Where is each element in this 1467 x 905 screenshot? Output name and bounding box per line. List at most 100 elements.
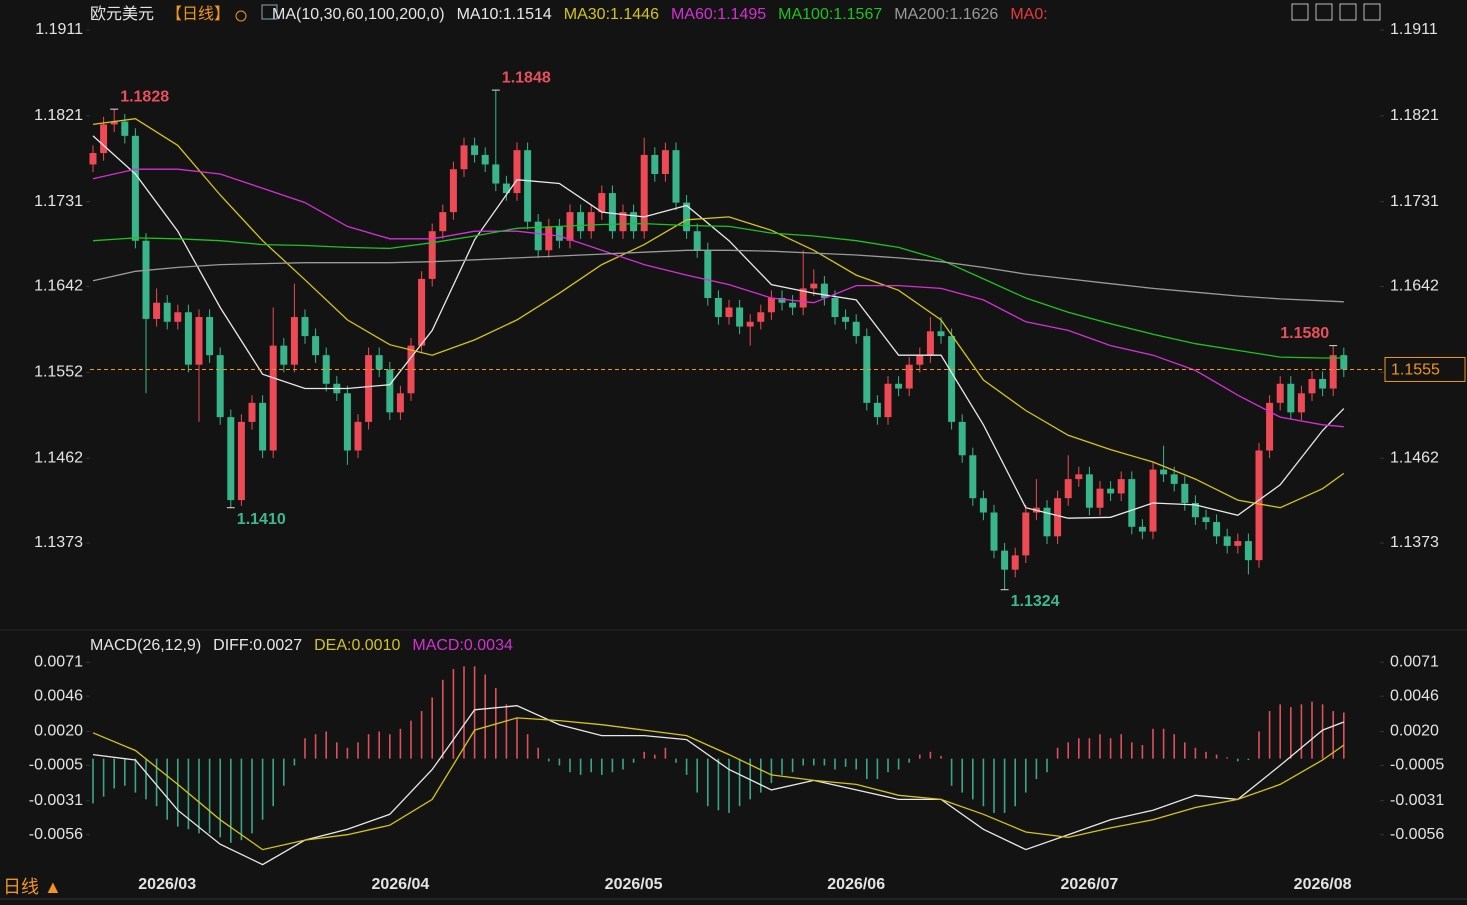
icon[interactable] [1291, 3, 1309, 21]
candle-body [820, 283, 828, 298]
indicator-line [92, 249, 1344, 303]
candle-body [237, 421, 245, 501]
candle-body [121, 121, 129, 136]
candle-body [1043, 507, 1051, 537]
candle-body [354, 421, 362, 451]
y-tick-label-right: 1.1911 [1390, 21, 1438, 38]
candle-body [969, 455, 977, 499]
candle-body [1340, 355, 1348, 370]
candle-body [375, 355, 383, 370]
candle-body [195, 317, 203, 365]
y-tick-label-right: 0.0020 [1390, 723, 1439, 740]
candle-body [290, 317, 298, 365]
candle-body [704, 250, 712, 298]
candle-body [1117, 479, 1125, 494]
candle-body [1149, 469, 1157, 532]
icon[interactable] [1363, 3, 1381, 21]
candle-body [640, 154, 648, 232]
candle-body [386, 369, 394, 413]
candle-body [492, 164, 500, 184]
extreme-label: 1.1410 [237, 511, 286, 528]
y-tick-label: -0.0056 [29, 826, 83, 843]
candle-body [577, 212, 585, 232]
extreme-label: 1.1848 [502, 69, 551, 86]
candle-body [757, 312, 765, 322]
y-tick-label: 1.1642 [34, 278, 83, 295]
add-icon[interactable] [235, 10, 247, 22]
candle-body [725, 307, 733, 318]
icon[interactable] [1315, 3, 1333, 21]
candle-body [1329, 355, 1337, 389]
candle-body [895, 383, 903, 389]
candle-body [396, 393, 404, 413]
y-tick-label: -0.0005 [29, 757, 83, 774]
candle-body [89, 153, 97, 165]
y-tick-label: 0.0020 [34, 723, 83, 740]
candle-body [661, 150, 669, 174]
y-tick-label: 0.0046 [34, 687, 83, 704]
candle-body [1085, 474, 1093, 508]
candle-body [555, 226, 563, 241]
candle-body [216, 355, 224, 418]
legend-text: MACD(26,12,9) [90, 637, 201, 654]
candle-body [1319, 379, 1327, 389]
candle-body [1181, 483, 1189, 503]
candle-body [1234, 541, 1242, 546]
candle-body [746, 321, 754, 327]
y-tick-label: 1.1552 [34, 364, 83, 381]
candle-body [322, 355, 330, 384]
candle-body [693, 231, 701, 251]
candle-body [852, 321, 860, 337]
candle-body [153, 302, 161, 319]
candle-body [1107, 488, 1115, 494]
y-tick-label-right: 1.1821 [1390, 107, 1439, 124]
y-tick-label: 1.1373 [34, 534, 83, 551]
icon[interactable] [1339, 3, 1357, 21]
candle-body [598, 193, 606, 213]
candle-body [248, 402, 256, 422]
toolbar-icons[interactable] [1291, 3, 1381, 21]
x-tick-label: 2026/05 [605, 876, 663, 893]
candle-body [206, 317, 214, 356]
candle-body [1244, 541, 1252, 561]
legend-text: MA100:1.1567 [778, 6, 882, 23]
candle-body [131, 135, 139, 241]
candle-body [312, 336, 320, 356]
candle-body [1276, 383, 1284, 403]
last-price-label: 1.1555 [1391, 362, 1440, 379]
y-tick-label-right: -0.0056 [1390, 826, 1444, 843]
candle-body [1213, 522, 1221, 537]
y-tick-label-right: 0.0046 [1390, 687, 1439, 704]
candle-body [1191, 502, 1199, 518]
y-tick-label: -0.0031 [29, 792, 83, 809]
candle-body [184, 312, 192, 365]
candle-body [163, 302, 171, 322]
candle-body [534, 221, 542, 251]
period-switch[interactable]: 日线 ▲ [3, 877, 62, 897]
candle-body [863, 336, 871, 403]
candle-body [1266, 402, 1274, 451]
candle-body [545, 226, 553, 251]
candle-body [269, 345, 277, 451]
candle-body [672, 150, 680, 203]
candle-body [1297, 393, 1305, 413]
candle-body [1138, 526, 1146, 532]
legend-text: MA200:1.1626 [894, 6, 998, 23]
legend-text: MA30:1.1446 [564, 6, 659, 23]
x-tick-label: 2026/08 [1294, 876, 1352, 893]
candle-body [767, 297, 775, 313]
indicator-icon[interactable] [261, 4, 278, 20]
legend-text: DEA:0.0010 [314, 637, 400, 654]
candle-body [842, 317, 850, 322]
y-tick-label-right: 1.1462 [1390, 449, 1439, 466]
legend-text: DIFF:0.0027 [213, 637, 302, 654]
extreme-label: 1.1324 [1011, 593, 1060, 610]
candle-body [587, 212, 595, 232]
candle-body [619, 212, 627, 232]
candle-body [683, 202, 691, 232]
candle-body [651, 154, 659, 174]
candle-body [810, 283, 818, 289]
x-tick-label: 2026/06 [827, 876, 885, 893]
candle-body [481, 154, 489, 165]
